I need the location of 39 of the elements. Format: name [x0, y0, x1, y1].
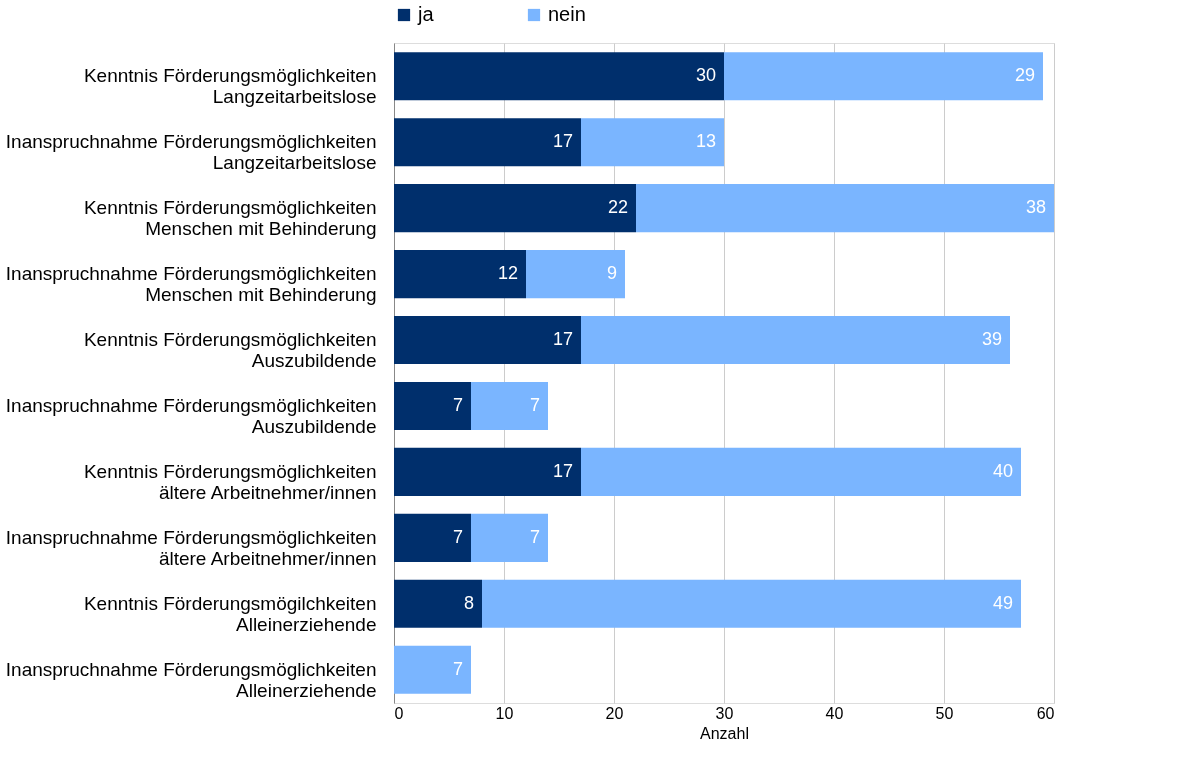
- y-tick-label: Kenntnis Förderungsmöglichkeiten Auszubildende: [83, 329, 377, 372]
- legend-label: ja: [417, 3, 435, 25]
- x-tick-label: 20: [605, 704, 624, 722]
- y-tick-label: Inanspruchnahme Förderungsmöglichkeiten Alleinerziehende: [5, 658, 377, 701]
- y-tick-label: Kenntnis Förderungsmöglichkeiten ältere Arbeitnehmer/innen: [83, 460, 377, 503]
- data-label: 17: [552, 460, 573, 481]
- x-tick-label: 40: [825, 704, 844, 722]
- y-tick-label: Inanspruchnahme Förderungsmöglichkeiten ältere Arbeitnehmer/innen: [5, 526, 377, 569]
- data-label: 7: [529, 526, 540, 547]
- data-label: 17: [552, 329, 573, 350]
- data-label: 13: [695, 131, 716, 152]
- data-label: 7: [529, 394, 540, 415]
- data-label: 12: [497, 263, 518, 284]
- data-label: 7: [452, 526, 463, 547]
- data-label: 38: [1025, 197, 1046, 218]
- data-label: 7: [452, 658, 463, 679]
- x-axis-title: Anzahl: [700, 724, 749, 742]
- x-tick-label: 10: [495, 704, 514, 722]
- y-tick-label: Kenntnis Förderungsmögilchkeiten Alleinerziehende: [83, 592, 377, 635]
- data-label: 7: [452, 394, 463, 415]
- data-label: 9: [606, 263, 617, 284]
- data-label: 49: [992, 592, 1013, 613]
- data-label: 30: [695, 65, 716, 86]
- data-label: 29: [1014, 65, 1035, 86]
- legend-label: nein: [548, 3, 586, 25]
- data-label: 22: [607, 197, 628, 218]
- x-tick-label: 60: [1036, 704, 1055, 722]
- x-tick-label: 30: [715, 704, 734, 722]
- y-tick-label: Inanspruchnahme Förderungsmöglichkeiten Menschen mit Behinderung: [5, 263, 377, 306]
- data-label: 39: [981, 329, 1002, 350]
- data-label: 17: [552, 131, 573, 152]
- y-tick-label: Kenntnis Förderungsmöglichkeiten Langzeitarbeitslose: [83, 65, 377, 108]
- x-tick-label: 50: [935, 704, 954, 722]
- y-tick-label: Inanspruchnahme Förderungsmöglichkeiten Auszubildende: [5, 394, 377, 437]
- y-tick-label: Inanspruchnahme Förderungsmöglichkeiten Langzeitarbeitslose: [5, 131, 377, 174]
- y-tick-label: Kenntnis Förderungsmöglichkeiten Menschen mit Behinderung: [83, 197, 377, 240]
- data-label: 8: [463, 592, 474, 613]
- x-tick-label: 0: [394, 704, 404, 722]
- data-label: 40: [992, 460, 1013, 481]
